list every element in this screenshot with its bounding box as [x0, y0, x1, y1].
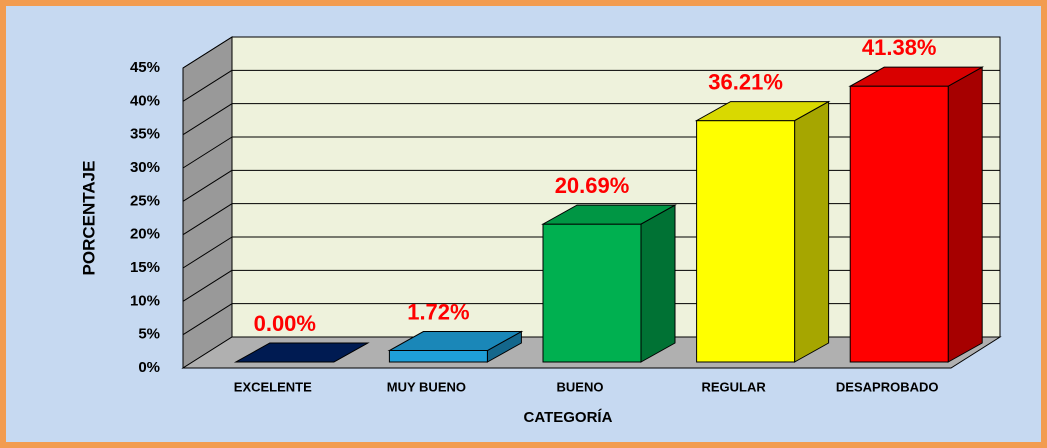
bar-front: [542, 223, 642, 363]
bar-side: [794, 100, 830, 363]
bar-top: [541, 204, 677, 225]
value-label: 1.72%: [407, 299, 469, 324]
bar-top: [694, 101, 831, 122]
grid-line: [182, 36, 233, 69]
bar-top: [233, 342, 370, 363]
grid-line: [182, 203, 233, 236]
y-tick-label: 20%: [130, 226, 160, 243]
y-tick-label: 40%: [130, 92, 160, 109]
bar-top: [848, 66, 985, 87]
y-tick-label: 5%: [138, 326, 160, 343]
grid-line: [182, 269, 233, 302]
grid-line: [182, 69, 233, 102]
x-tick-label: DESAPROBADO: [836, 379, 939, 394]
bar: [848, 66, 985, 363]
value-label: 0.00%: [254, 311, 316, 336]
bar: [387, 330, 524, 363]
bar-front: [388, 350, 488, 363]
bar-side: [947, 66, 983, 363]
y-tick-label: 35%: [130, 126, 160, 143]
y-tick-label: 0%: [138, 359, 160, 376]
x-tick-label: BUENO: [557, 379, 604, 394]
y-tick-label: 10%: [130, 292, 160, 309]
bar-front: [849, 85, 949, 363]
value-label: 36.21%: [708, 69, 783, 94]
value-label: 41.38%: [862, 35, 937, 60]
bar-side: [640, 204, 676, 363]
x-tick-label: EXCELENTE: [234, 379, 312, 394]
y-tick-label: 45%: [130, 59, 160, 76]
y-axis-title: PORCENTAJE: [79, 161, 98, 276]
grid-line: [182, 136, 233, 169]
bar-top: [387, 331, 524, 352]
y-tick-label: 15%: [130, 259, 160, 276]
y-tick-label: 25%: [130, 192, 160, 209]
bar-front: [696, 120, 796, 363]
grid-line: [182, 169, 233, 202]
bar: [541, 204, 677, 363]
value-label: 20.69%: [555, 173, 630, 198]
bar: [694, 100, 831, 363]
grid-line: [182, 236, 233, 269]
x-axis-title: CATEGORÍA: [524, 409, 613, 426]
left-wall: [182, 36, 233, 369]
bar: [233, 342, 370, 363]
grid-line: [182, 303, 233, 336]
x-tick-label: MUY BUENO: [387, 379, 466, 394]
y-tick-label: 30%: [130, 159, 160, 176]
x-tick-label: REGULAR: [701, 379, 766, 394]
grid-line: [182, 103, 233, 136]
